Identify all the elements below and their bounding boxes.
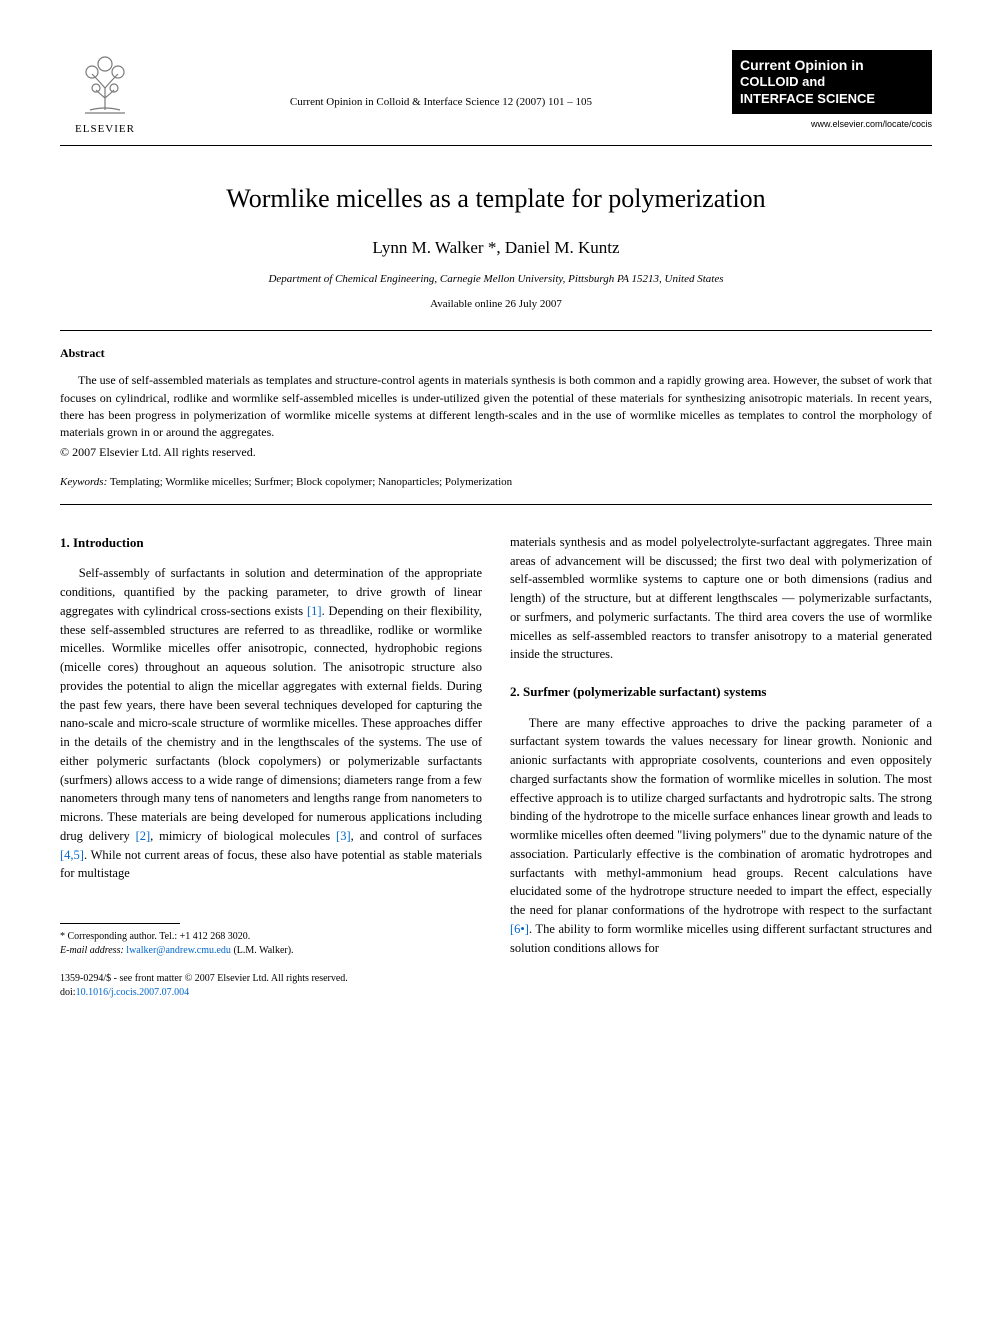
journal-reference: Current Opinion in Colloid & Interface S…: [150, 50, 732, 110]
corresponding-author: * Corresponding author. Tel.: +1 412 268…: [60, 930, 482, 958]
email-suffix: (L.M. Walker).: [233, 945, 293, 956]
surfmer-paragraph: There are many effective approaches to d…: [510, 714, 932, 958]
front-matter: 1359-0294/$ - see front matter © 2007 El…: [60, 972, 482, 986]
journal-title-box: Current Opinion in COLLOID and INTERFACE…: [732, 50, 932, 131]
affiliation: Department of Chemical Engineering, Carn…: [60, 272, 932, 287]
available-online-date: Available online 26 July 2007: [60, 297, 932, 312]
intro-text-e: . While not current areas of focus, thes…: [60, 848, 482, 881]
journal-url: www.elsevier.com/locate/cocis: [732, 118, 932, 131]
body-columns: 1. Introduction Self-assembly of surfact…: [60, 533, 932, 1000]
ref-link-6[interactable]: [6•]: [510, 922, 529, 936]
publisher-label: ELSEVIER: [75, 122, 135, 137]
publisher-logo: ELSEVIER: [60, 50, 150, 137]
keywords-rule: [60, 504, 932, 505]
ref-link-2[interactable]: [2]: [136, 829, 151, 843]
corresp-email-line: E-mail address: lwalker@andrew.cmu.edu (…: [60, 944, 482, 958]
surfmer-text-a: There are many effective approaches to d…: [510, 716, 932, 918]
intro-text-d: , and control of surfaces: [351, 829, 482, 843]
keywords-label: Keywords:: [60, 476, 107, 488]
corresp-tel: * Corresponding author. Tel.: +1 412 268…: [60, 930, 482, 944]
intro-text-c: , mimicry of biological molecules: [150, 829, 336, 843]
authors: Lynn M. Walker *, Daniel M. Kuntz: [60, 236, 932, 260]
ref-link-4-5[interactable]: [4,5]: [60, 848, 84, 862]
abstract-heading: Abstract: [60, 345, 932, 362]
surfmer-text-b: . The ability to form wormlike micelles …: [510, 922, 932, 955]
doi-label: doi:: [60, 987, 76, 998]
keywords-line: Keywords: Templating; Wormlike micelles;…: [60, 475, 932, 490]
abstract-copyright: © 2007 Elsevier Ltd. All rights reserved…: [60, 444, 932, 461]
elsevier-tree-icon: [70, 50, 140, 120]
intro-paragraph: Self-assembly of surfactants in solution…: [60, 564, 482, 883]
email-label: E-mail address:: [60, 945, 124, 956]
footnote-rule: [60, 923, 180, 924]
title-rule: [60, 330, 932, 331]
journal-name-line2: COLLOID and: [740, 74, 924, 91]
section-heading-surfmer: 2. Surfmer (polymerizable surfactant) sy…: [510, 682, 932, 702]
header-rule: [60, 145, 932, 146]
footer-meta: 1359-0294/$ - see front matter © 2007 El…: [60, 972, 482, 1000]
article-title: Wormlike micelles as a template for poly…: [60, 181, 932, 217]
keywords-text: Templating; Wormlike micelles; Surfmer; …: [110, 476, 512, 488]
ref-link-1[interactable]: [1]: [307, 604, 322, 618]
journal-name-line1: Current Opinion in: [740, 56, 924, 74]
abstract-text: The use of self-assembled materials as t…: [60, 372, 932, 442]
intro-text-b: . Depending on their flexibility, these …: [60, 604, 482, 843]
left-column-footer: * Corresponding author. Tel.: +1 412 268…: [60, 883, 482, 1000]
page-header: ELSEVIER Current Opinion in Colloid & In…: [60, 50, 932, 137]
doi-link[interactable]: 10.1016/j.cocis.2007.07.004: [76, 987, 190, 998]
right-column: materials synthesis and as model polyele…: [510, 533, 932, 1000]
journal-name-line3: INTERFACE SCIENCE: [740, 91, 924, 108]
section-heading-intro: 1. Introduction: [60, 533, 482, 553]
doi-line: doi:10.1016/j.cocis.2007.07.004: [60, 986, 482, 1000]
ref-link-3[interactable]: [3]: [336, 829, 351, 843]
email-link[interactable]: lwalker@andrew.cmu.edu: [126, 945, 231, 956]
journal-name: Current Opinion in COLLOID and INTERFACE…: [732, 50, 932, 114]
abstract-section: Abstract The use of self-assembled mater…: [60, 345, 932, 460]
intro-continuation: materials synthesis and as model polyele…: [510, 533, 932, 664]
left-column: 1. Introduction Self-assembly of surfact…: [60, 533, 482, 883]
